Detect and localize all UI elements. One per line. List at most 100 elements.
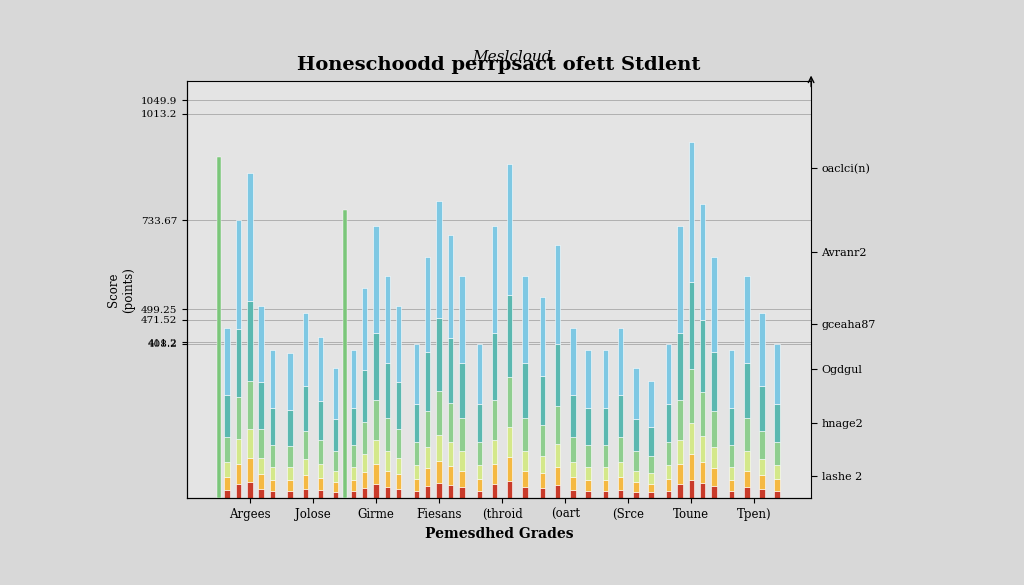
Bar: [373, 484, 379, 498]
Bar: [712, 468, 717, 486]
Bar: [617, 436, 624, 462]
Bar: [633, 471, 639, 482]
Bar: [603, 480, 608, 491]
Bar: [603, 350, 608, 408]
Bar: [236, 220, 242, 329]
Bar: [396, 429, 401, 457]
Bar: [350, 467, 356, 480]
X-axis label: Pemesdhed Grades: Pemesdhed Grades: [425, 526, 573, 541]
Bar: [258, 457, 264, 474]
Bar: [459, 487, 465, 498]
Bar: [288, 446, 293, 467]
Bar: [688, 422, 694, 454]
Bar: [258, 429, 264, 457]
Bar: [744, 363, 750, 418]
Bar: [288, 410, 293, 446]
Bar: [258, 488, 264, 498]
Bar: [414, 442, 419, 466]
Bar: [425, 486, 430, 498]
Bar: [522, 418, 527, 451]
Bar: [476, 343, 482, 404]
Bar: [247, 173, 253, 301]
Bar: [555, 407, 560, 445]
Bar: [436, 318, 441, 391]
Bar: [258, 474, 264, 488]
Bar: [385, 363, 390, 418]
Bar: [269, 350, 275, 408]
Bar: [570, 477, 575, 490]
Bar: [648, 381, 653, 427]
Bar: [476, 404, 482, 442]
Bar: [507, 457, 512, 481]
Y-axis label: Score
(points): Score (points): [108, 267, 135, 313]
Bar: [522, 363, 527, 418]
Bar: [425, 468, 430, 486]
Bar: [555, 467, 560, 486]
Bar: [236, 464, 242, 484]
Bar: [744, 451, 750, 470]
Bar: [217, 157, 221, 498]
Bar: [570, 490, 575, 498]
Bar: [633, 419, 639, 451]
Bar: [288, 480, 293, 491]
Bar: [570, 328, 575, 395]
Bar: [373, 441, 379, 464]
Bar: [302, 313, 308, 386]
Bar: [648, 456, 653, 473]
Bar: [302, 431, 308, 459]
Bar: [459, 276, 465, 363]
Bar: [350, 445, 356, 467]
Text: Meslcloud: Meslcloud: [472, 50, 552, 64]
Bar: [459, 418, 465, 451]
Bar: [247, 481, 253, 498]
Bar: [688, 282, 694, 369]
Bar: [648, 427, 653, 456]
Bar: [269, 408, 275, 445]
Bar: [617, 395, 624, 436]
Bar: [617, 490, 624, 498]
Bar: [677, 484, 683, 498]
Bar: [247, 301, 253, 380]
Bar: [447, 485, 454, 498]
Bar: [224, 477, 230, 490]
Bar: [247, 429, 253, 458]
Bar: [414, 343, 419, 404]
Bar: [317, 490, 324, 498]
Bar: [648, 484, 653, 493]
Bar: [333, 482, 338, 492]
Bar: [425, 352, 430, 411]
Bar: [447, 403, 454, 442]
Bar: [774, 343, 780, 404]
Bar: [361, 370, 368, 422]
Bar: [688, 454, 694, 480]
Bar: [603, 445, 608, 467]
Bar: [288, 467, 293, 480]
Bar: [436, 391, 441, 435]
Bar: [712, 447, 717, 468]
Bar: [333, 419, 338, 451]
Bar: [247, 458, 253, 481]
Bar: [350, 480, 356, 491]
Bar: [224, 395, 230, 436]
Bar: [774, 466, 780, 479]
Bar: [459, 470, 465, 487]
Bar: [744, 418, 750, 451]
Bar: [361, 422, 368, 453]
Bar: [699, 436, 706, 462]
Bar: [492, 441, 498, 464]
Bar: [385, 276, 390, 363]
Bar: [492, 400, 498, 441]
Bar: [361, 472, 368, 488]
Bar: [317, 440, 324, 464]
Bar: [447, 442, 454, 466]
Bar: [425, 447, 430, 468]
Bar: [712, 257, 717, 352]
Bar: [507, 164, 512, 295]
Bar: [522, 276, 527, 363]
Bar: [633, 492, 639, 498]
Bar: [648, 493, 653, 498]
Bar: [633, 369, 639, 419]
Bar: [712, 486, 717, 498]
Bar: [385, 470, 390, 487]
Bar: [317, 401, 324, 440]
